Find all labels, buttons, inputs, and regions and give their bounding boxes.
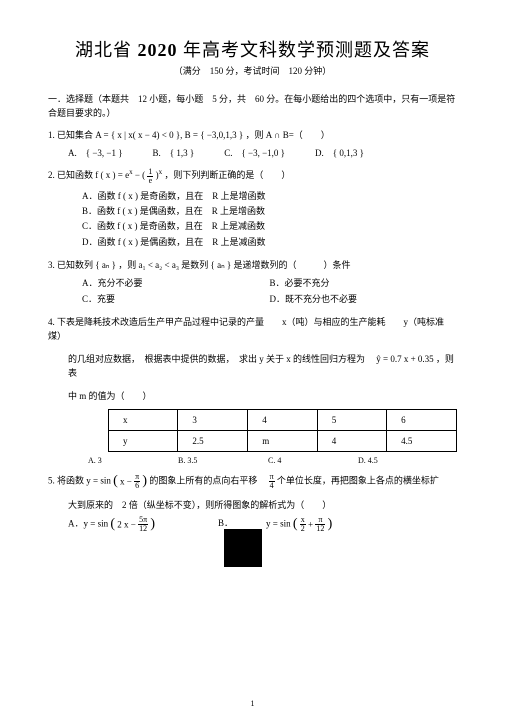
q5b-l: ( (293, 517, 298, 532)
q5-x: x − (120, 476, 132, 486)
redacted-box (224, 529, 262, 567)
question-3: 3. 已知数列 { aₙ } ，则 a₁ < a₂ < a₃ 是数列 { aₙ … (48, 258, 457, 272)
q5-mid: 的图象上所有的点向右平移 (149, 476, 266, 486)
q4-a: A. 3 (88, 456, 178, 465)
page-number: 1 (0, 699, 505, 708)
q3-c: C．充要 (82, 292, 270, 307)
q1-b: B. { 1,3 } (153, 146, 195, 159)
q1-choices: A. { −3, −1 } B. { 1,3 } C. { −3, −1,0 }… (68, 146, 457, 159)
q4-line3: 中 m 的值为（ ） (68, 389, 457, 403)
q5b-f2: π12 (315, 516, 325, 533)
table-row: y 2.5 m 4 4.5 (109, 430, 457, 451)
q2-text-pre: 已知函数 f ( x ) = e (57, 170, 129, 180)
x3: 5 (317, 409, 386, 430)
q3-b: B．必要不充分 (270, 276, 458, 291)
q4-b: B. 3.5 (178, 456, 268, 465)
q4-num: 4. (48, 317, 55, 327)
q4-choices: A. 3 B. 3.5 C. 4 D. 4.5 (88, 456, 457, 465)
question-4: 4. 下表是降耗技术改造后生产甲产品过程中记录的产量 x（吨）与相应的生产能耗 … (48, 315, 457, 344)
x1: 3 (178, 409, 248, 430)
y2: m (248, 430, 318, 451)
question-1: 1. 已知集合 A = { x | x( x − 4) < 0 }, B = {… (48, 128, 457, 142)
q3-choices: A．充分不必要 B．必要不充分 C．充要 D．既不充分也不必要 (82, 276, 457, 307)
subtitle: （满分 150 分，考试时间 120 分钟） (48, 64, 457, 77)
title-pre: 湖北省 (75, 40, 132, 60)
q3-d: D．既不充分也不必要 (270, 292, 458, 307)
q4-line2-pre: 的几组对应数据， 根据表中提供的数据， 求出 y 关于 x 的线性回归方程为 (68, 354, 374, 364)
q4-eq: ŷ = 0.7 x + 0.35 (376, 354, 433, 364)
q2-num: 2. (48, 170, 55, 180)
rparen: ) (142, 473, 147, 488)
q5-num: 5. (48, 476, 55, 486)
q4-c: C. 4 (268, 456, 358, 465)
q2-exp2: x (159, 168, 163, 176)
q2-d: D．函数 f ( x ) 是偶函数，且在 R 上是减函数 (82, 235, 457, 250)
q4-line2: 的几组对应数据， 根据表中提供的数据， 求出 y 关于 x 的线性回归方程为 ŷ… (68, 352, 457, 381)
q1-text: 已知集合 A = { x | x( x − 4) < 0 }, B = { −3… (57, 130, 330, 140)
q2-a: A．函数 f ( x ) 是奇函数，且在 R 上是增函数 (82, 189, 457, 204)
q5b-r: ) (328, 517, 333, 532)
q1-d: D. { 0,1,3 } (315, 146, 364, 159)
q5b-f2d: 12 (315, 525, 325, 533)
x4: 6 (387, 409, 457, 430)
q5b-plus: + (308, 520, 313, 530)
q5b-f1d: 2 (300, 525, 306, 533)
q5-choices: A．y = sin ( 2 x − 5π12 ) B． y = sin ( x2… (68, 516, 457, 567)
th-y: y (109, 430, 178, 451)
q2-choices: A．函数 f ( x ) 是奇函数，且在 R 上是增函数 B．函数 f ( x … (82, 189, 457, 250)
y4: 4.5 (387, 430, 457, 451)
q1-c: C. { −3, −1,0 } (224, 146, 285, 159)
q5-b-pre: B． (218, 518, 233, 528)
q5a-f: 5π12 (138, 516, 148, 533)
q3-a: A．充分不必要 (82, 276, 270, 291)
q1-a: A. { −3, −1 } (68, 146, 123, 159)
y3: 4 (317, 430, 386, 451)
q5-b-mid: y = sin (266, 519, 291, 529)
q5a-fd: 12 (138, 525, 148, 533)
question-5: 5. 将函数 y = sin ( x − π6 ) 的图象上所有的点向右平移 π… (48, 473, 457, 490)
table-row: x 3 4 5 6 (109, 409, 457, 430)
q4-table: x 3 4 5 6 y 2.5 m 4 4.5 (108, 409, 457, 452)
q5-f2d: 4 (269, 482, 275, 490)
q5b-f1: x2 (300, 516, 306, 533)
q1-num: 1. (48, 130, 55, 140)
q2-tail: ，则下列判断正确的是（ ） (164, 170, 290, 180)
title-post: 年高考文科数学预测题及答案 (183, 40, 430, 60)
q2-text-mid: − ( (135, 170, 148, 180)
q4-d: D. 4.5 (358, 456, 448, 465)
page-title: 湖北省 2020 年高考文科数学预测题及答案 (48, 36, 457, 62)
q5-pre: 将函数 y = sin (57, 476, 111, 486)
q5-f1d: 6 (134, 482, 140, 490)
lparen: ( (113, 473, 118, 488)
section-1: 一．选择题（本题共 12 小题，每小题 5 分，共 60 分。在每小题给出的四个… (48, 93, 457, 120)
q5a-l: ( (110, 517, 115, 532)
q5a-r: ) (150, 517, 155, 532)
q3-text: 已知数列 { aₙ } ，则 a₁ < a₂ < a₃ 是数列 { aₙ } 是… (57, 260, 351, 270)
q4-line1: 下表是降耗技术改造后生产甲产品过程中记录的产量 x（吨）与相应的生产能耗 y（吨… (48, 317, 444, 341)
q5-f1: π6 (134, 473, 140, 490)
title-year: 2020 (138, 40, 178, 60)
q2-b: B．函数 f ( x ) 是偶函数，且在 R 上是增函数 (82, 204, 457, 219)
q2-c: C．函数 f ( x ) 是奇函数，且在 R 上是减函数 (82, 219, 457, 234)
q5a-x: 2 x − (117, 520, 136, 530)
q5-post: 个单位长度，再把图象上各点的横坐标扩 (277, 476, 439, 486)
q5-line2: 大到原来的 2 倍（纵坐标不变），则所得图象的解析式为（ ） (68, 498, 457, 512)
y1: 2.5 (178, 430, 248, 451)
q2-exp: x (129, 168, 133, 176)
q5-a-pre: A．y = sin (68, 519, 108, 529)
th-x: x (109, 409, 178, 430)
q5-f2: π4 (269, 473, 275, 490)
x2: 4 (248, 409, 318, 430)
question-2: 2. 已知函数 f ( x ) = ex − ( 1e )x ，则下列判断正确的… (48, 167, 457, 184)
q3-num: 3. (48, 260, 55, 270)
